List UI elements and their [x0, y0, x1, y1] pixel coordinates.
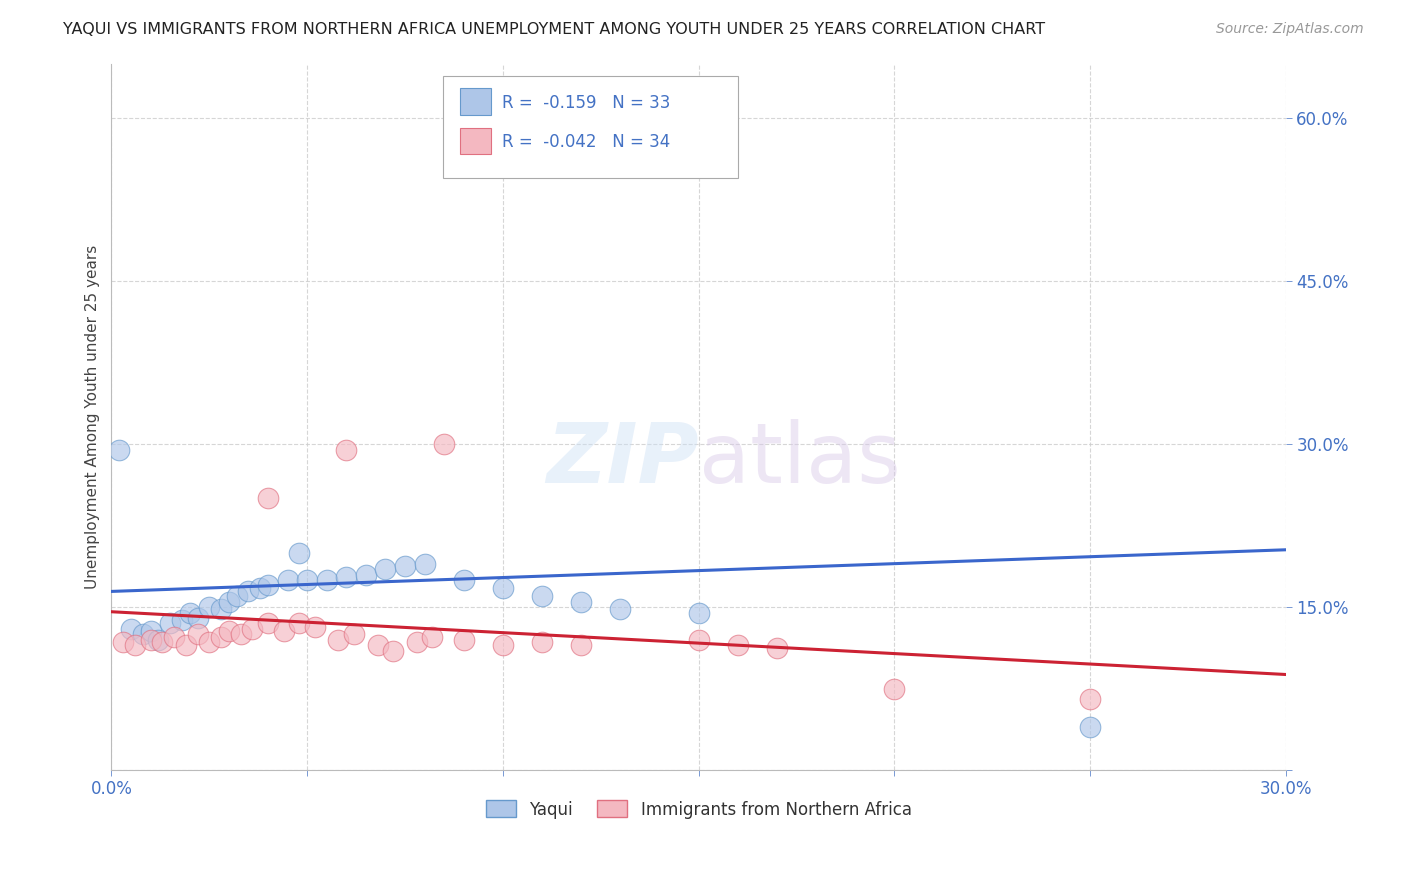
- Point: [225, 589, 247, 603]
- Point: [163, 631, 186, 645]
- Text: R =  -0.159   N = 33: R = -0.159 N = 33: [502, 94, 671, 112]
- Point: [453, 573, 475, 587]
- Point: [218, 595, 240, 609]
- Point: [257, 616, 280, 631]
- Text: atlas: atlas: [699, 419, 900, 500]
- Point: [132, 627, 155, 641]
- Point: [238, 583, 260, 598]
- Point: [120, 622, 142, 636]
- Point: [277, 573, 299, 587]
- Point: [492, 638, 515, 652]
- Point: [1078, 720, 1101, 734]
- Point: [148, 632, 170, 647]
- Point: [304, 620, 326, 634]
- Point: [405, 635, 427, 649]
- Point: [186, 627, 208, 641]
- Point: [1078, 692, 1101, 706]
- Point: [413, 557, 436, 571]
- Point: [328, 632, 350, 647]
- Point: [288, 546, 311, 560]
- Point: [124, 638, 146, 652]
- Point: [422, 631, 444, 645]
- Point: [257, 578, 280, 592]
- Point: [727, 638, 749, 652]
- Point: [335, 442, 357, 457]
- Point: [492, 581, 515, 595]
- Point: [288, 616, 311, 631]
- Point: [883, 681, 905, 696]
- Point: [367, 638, 389, 652]
- Point: [609, 602, 631, 616]
- Point: [766, 641, 789, 656]
- Text: Source: ZipAtlas.com: Source: ZipAtlas.com: [1216, 22, 1364, 37]
- Point: [648, 144, 671, 158]
- Point: [354, 567, 377, 582]
- Point: [343, 627, 366, 641]
- Point: [453, 632, 475, 647]
- Y-axis label: Unemployment Among Youth under 25 years: Unemployment Among Youth under 25 years: [86, 245, 100, 589]
- Point: [531, 589, 554, 603]
- Point: [688, 632, 710, 647]
- Point: [108, 442, 131, 457]
- Point: [249, 581, 271, 595]
- Point: [218, 624, 240, 638]
- Point: [569, 595, 592, 609]
- Point: [139, 632, 162, 647]
- Text: R =  -0.042   N = 34: R = -0.042 N = 34: [502, 133, 671, 151]
- Point: [198, 635, 221, 649]
- Point: [179, 606, 201, 620]
- Point: [295, 573, 318, 587]
- Point: [273, 624, 295, 638]
- Point: [315, 573, 337, 587]
- Point: [335, 570, 357, 584]
- Point: [394, 558, 416, 573]
- Point: [174, 638, 197, 652]
- Point: [531, 635, 554, 649]
- Text: ZIP: ZIP: [546, 419, 699, 500]
- Point: [374, 562, 396, 576]
- Point: [382, 643, 405, 657]
- Point: [150, 635, 173, 649]
- Point: [688, 606, 710, 620]
- Point: [209, 602, 232, 616]
- Legend: Yaqui, Immigrants from Northern Africa: Yaqui, Immigrants from Northern Africa: [479, 794, 918, 825]
- Point: [209, 631, 232, 645]
- Point: [229, 627, 252, 641]
- Point: [112, 635, 135, 649]
- Point: [139, 624, 162, 638]
- Point: [257, 491, 280, 506]
- Point: [240, 622, 263, 636]
- Point: [433, 437, 456, 451]
- Point: [170, 613, 193, 627]
- Point: [569, 638, 592, 652]
- Point: [186, 611, 208, 625]
- Point: [198, 600, 221, 615]
- Point: [159, 616, 181, 631]
- Text: YAQUI VS IMMIGRANTS FROM NORTHERN AFRICA UNEMPLOYMENT AMONG YOUTH UNDER 25 YEARS: YAQUI VS IMMIGRANTS FROM NORTHERN AFRICA…: [63, 22, 1046, 37]
